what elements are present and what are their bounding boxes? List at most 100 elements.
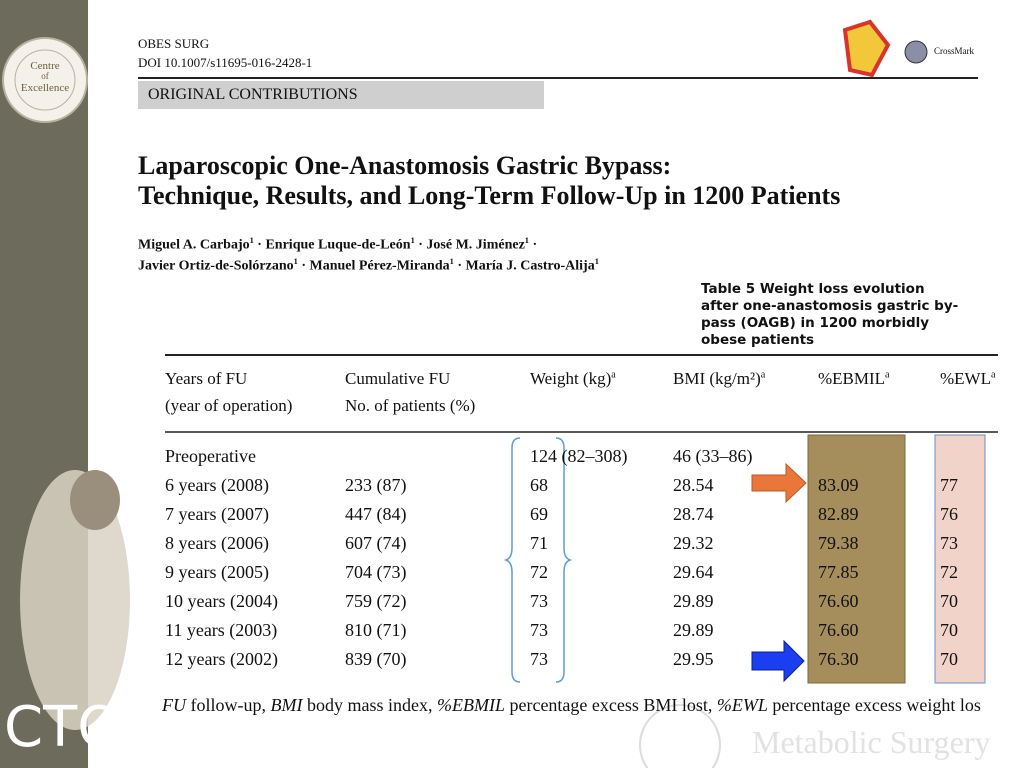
table-cell: 69	[530, 504, 548, 524]
footnote-part: percentage excess BMI lost,	[504, 695, 717, 715]
column-header: BMI (kg/m²)a	[673, 369, 765, 389]
table-cell: 839 (70)	[345, 649, 407, 669]
doi: DOI 10.1007/s11695-016-2428-1	[138, 55, 313, 70]
affiliation: 1	[449, 257, 454, 266]
table-cell: 76.60	[818, 620, 859, 640]
column-header: Cumulative FU	[345, 369, 451, 388]
table-cell: 704 (73)	[345, 562, 407, 582]
author: José M. Jiménez	[426, 237, 525, 253]
table-cell: 76.60	[818, 591, 859, 611]
journal: OBES SURG	[138, 36, 210, 51]
table-cell: 29.95	[673, 649, 714, 669]
section: ORIGINAL CONTRIBUTIONS	[148, 86, 358, 103]
table-cell: 77.85	[818, 562, 859, 582]
table-cell: 79.38	[818, 533, 859, 553]
table-cell: 70	[940, 620, 958, 640]
author: Miguel A. Carbajo	[138, 237, 250, 253]
watermark: Metabolic Surgery	[752, 724, 991, 760]
table-cell: 233 (87)	[345, 475, 407, 495]
column-header: Years of FU	[165, 369, 248, 388]
table-cell: 12 years (2002)	[165, 649, 278, 669]
table-cell: 28.54	[673, 475, 714, 495]
title: Technique, Results, and Long-Term Follow…	[138, 181, 841, 210]
column-header: %EWLa	[940, 369, 996, 389]
header-sup: a	[611, 369, 616, 381]
author: María J. Castro-Alija	[465, 258, 595, 274]
table-cell: 83.09	[818, 475, 859, 495]
badge-text: Excellence	[20, 82, 70, 94]
header-sup: a	[990, 369, 996, 381]
table-cell: 8 years (2006)	[165, 533, 269, 553]
table-cell: 72	[940, 562, 958, 582]
table-cell: 70	[940, 649, 958, 669]
table-cell: 70	[940, 591, 958, 611]
header-sup: a	[885, 369, 890, 381]
header-text: BMI (kg/m²)	[673, 369, 761, 388]
table-cell: 77	[940, 475, 958, 495]
separator: ·	[301, 258, 307, 274]
table-cell: 29.89	[673, 620, 714, 640]
caption-line: obese patients	[701, 332, 815, 348]
table-cell: 71	[530, 533, 548, 553]
table-cell: 28.74	[673, 504, 714, 524]
author-line: Javier Ortiz-de-Solórzano1 · Manuel Pére…	[138, 257, 599, 275]
header-text: %EBMIL	[818, 369, 886, 388]
logo: CTO	[4, 695, 122, 760]
header-sup: a	[760, 369, 766, 381]
caption-line: pass (OAGB) in 1200 morbidly	[701, 315, 930, 331]
badge-text: of	[41, 71, 49, 81]
table-cell: Preoperative	[165, 446, 256, 466]
table-cell: 73	[530, 649, 548, 669]
table-cell: 124 (82–308)	[530, 446, 628, 466]
footnote-part: follow-up,	[186, 695, 271, 715]
affiliation: 1	[524, 236, 529, 245]
table-cell: 82.89	[818, 504, 859, 524]
author-line: Miguel A. Carbajo1 · Enrique Luque-de-Le…	[138, 236, 537, 254]
table-label: Table 5	[701, 281, 756, 297]
table-cell: 6 years (2008)	[165, 475, 269, 495]
footnote: FU follow-up, BMI body mass index, %EBMI…	[162, 695, 981, 716]
table-cell: 72	[530, 562, 548, 582]
header-text: %EWL	[940, 369, 991, 388]
table-cell: 68	[530, 475, 548, 495]
affiliation: 1	[293, 257, 298, 266]
table-cell: 73	[940, 533, 958, 553]
affiliation: 1	[249, 236, 254, 245]
column-header: (year of operation)	[165, 396, 293, 415]
table-cell: 73	[530, 591, 548, 611]
table-cell: 447 (84)	[345, 504, 407, 524]
separator: ·	[457, 258, 462, 274]
footnote-part: %EBMIL	[436, 695, 505, 715]
caption-line: Weight loss evolution	[759, 281, 925, 297]
separator: ·	[532, 237, 538, 253]
caption-line: after one-anastomosis gastric by-	[701, 298, 959, 314]
table-cell: 29.89	[673, 591, 714, 611]
header-text: Weight (kg)	[530, 369, 612, 388]
separator: ·	[257, 237, 262, 253]
table-cell: 73	[530, 620, 548, 640]
table-cell: 76	[940, 504, 958, 524]
table-cell: 29.32	[673, 533, 714, 553]
crossmark: CrossMark	[934, 46, 974, 56]
table-cell: 759 (72)	[345, 591, 407, 611]
author: Javier Ortiz-de-Solórzano	[138, 258, 294, 274]
author: Manuel Pérez-Miranda	[309, 258, 450, 274]
column-header: Weight (kg)a	[530, 369, 616, 389]
table-cell: 10 years (2004)	[165, 591, 278, 611]
table-cell: 11 years (2003)	[165, 620, 278, 640]
table-cell: 46 (33–86)	[673, 446, 753, 466]
table-caption: Table 5 Weight loss evolution after one-a…	[701, 281, 958, 349]
column-header: No. of patients (%)	[345, 396, 476, 415]
table-cell: 7 years (2007)	[165, 504, 269, 524]
column-header: %EBMILa	[818, 369, 890, 389]
separator: ·	[418, 237, 423, 253]
table-cell: 76.30	[818, 649, 859, 669]
table-cell: 607 (74)	[345, 533, 407, 553]
title: Laparoscopic One-Anastomosis Gastric Byp…	[138, 151, 672, 180]
table-cell: 810 (71)	[345, 620, 407, 640]
badge-text: Centre	[30, 60, 60, 72]
footnote-part: BMI	[270, 695, 303, 715]
affiliation: 1	[594, 257, 599, 266]
